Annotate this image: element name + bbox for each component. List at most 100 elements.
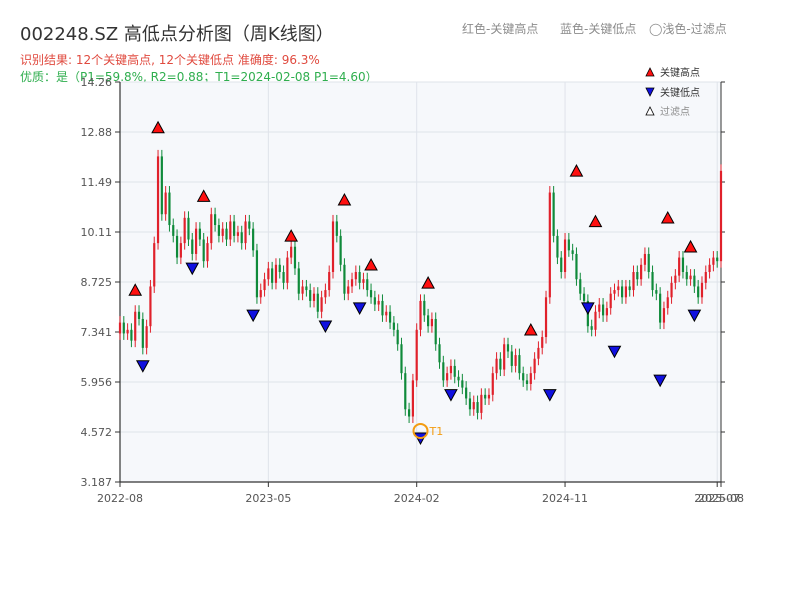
key-low-marker [246,309,260,323]
candle-body [430,318,434,327]
candle-body [312,293,316,301]
legend-filtered-label: 过滤点 [660,105,690,118]
candle-body [362,279,365,283]
candle-body [659,293,662,323]
candle-body [320,297,323,312]
candle-body [579,279,582,294]
candle-body [347,286,350,294]
candle-body [293,246,297,269]
candle-body [233,221,236,236]
candle-body [309,290,312,301]
x-tick-label: 2024-02 [394,492,440,505]
candle-body [670,282,673,298]
candle-body [407,409,411,417]
candle-body [712,257,715,265]
candle-body [400,344,403,374]
result-summary: 识别结果: 12个关键高点, 12个关键低点 准确度: 96.3% [20,53,320,67]
candle-body [662,308,666,323]
candle-body [605,308,608,316]
key-low-marker [444,389,458,402]
key-high-marker [196,189,211,202]
y-tick-label: 3.187 [81,476,113,489]
candle-body [118,322,122,334]
candle-body [567,239,570,251]
candle-body [350,279,354,287]
candle-body [457,376,460,381]
key-high-marker [588,214,603,228]
candle-body [487,394,491,399]
candle-body [522,373,525,381]
key-low-marker [318,320,333,334]
candle-body [640,264,643,280]
legend-low-label: 关键低点 [660,86,700,99]
key-low-marker [607,345,622,359]
candle-body [651,272,654,291]
candles [118,149,723,424]
y-tick-label: 7.341 [81,326,113,339]
key-high-marker [660,211,675,224]
candle-body [305,286,308,291]
candle-body [689,275,692,280]
legend-high-icon [645,67,655,77]
candle-body [472,402,475,410]
candle-body [700,282,704,298]
candle-body [217,225,220,236]
candle-body [324,290,327,298]
candle-body [419,300,422,330]
top-legend-low: 蓝色-关键低点 [560,22,637,36]
candle-body [271,268,274,283]
candle-body [563,239,567,273]
candle-body [423,300,426,316]
key-high-marker [151,120,165,134]
key-high-marker [364,257,378,271]
candle-body [175,235,179,258]
y-tick-label: 14.26 [81,76,113,89]
candle-body [636,272,639,280]
candle-body [685,272,688,280]
key-low-marker [185,262,200,276]
candle-body [141,318,144,348]
candle-body [499,358,502,370]
candle-body [491,373,494,395]
candle-body [624,286,628,298]
candle-body [541,337,544,348]
candle-body [339,235,342,265]
candle-body [149,286,152,327]
candle-body [240,232,243,244]
candle-body [392,322,395,330]
candle-body [331,221,335,273]
y-tick-label: 8.725 [81,276,113,289]
key-low-marker [687,309,702,323]
candle-body [643,253,647,265]
candle-body [468,398,472,410]
candle-body [598,304,601,312]
key-low-marker [352,302,367,315]
candle-body [206,243,209,262]
key-high-marker [128,283,143,296]
candle-body [560,257,563,273]
candle-body [290,246,293,258]
candle-body [704,272,707,283]
candle-body [335,221,338,236]
candle-body [442,362,445,381]
candle-body [278,264,281,273]
candle-body [369,290,373,298]
candle-body [495,358,498,374]
y-tick-label: 12.88 [81,126,113,139]
candle-body [259,290,262,298]
candle-body [590,326,593,330]
candle-body [484,394,487,399]
candle-body [358,272,361,283]
candle-body [244,221,247,244]
candle-body [719,170,723,262]
candle-body [286,257,289,283]
candle-body [328,272,331,291]
candle-body [411,380,414,417]
candle-body [525,380,529,384]
candle-body [130,329,133,341]
legend: 关键高点 关键低点 过滤点 [645,66,700,118]
candle-body [529,373,532,384]
candle-body [191,239,194,254]
candle-body [137,311,141,319]
candle-body [179,243,182,258]
